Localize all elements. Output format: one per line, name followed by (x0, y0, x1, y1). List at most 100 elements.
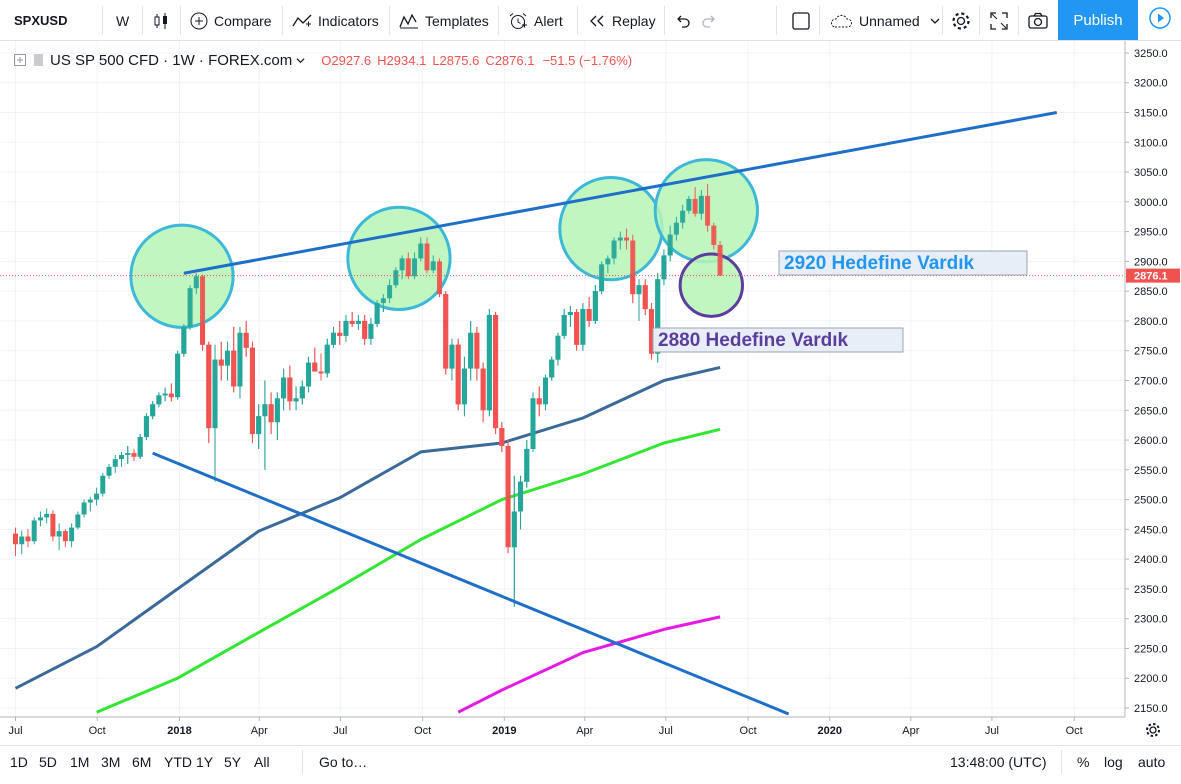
symbol-search[interactable]: SPXUSD (14, 0, 67, 41)
annotation-2880[interactable]: 2880 Hedefine Vardık (658, 330, 849, 351)
goto-button[interactable]: Go to… (319, 746, 367, 778)
range-button-6m[interactable]: 6M (132, 754, 152, 770)
time-axis-label: 2020 (818, 725, 842, 737)
candle-overlay (549, 359, 555, 378)
alert-button[interactable]: Alert (508, 0, 563, 41)
range-button-ytd[interactable]: YTD (164, 754, 192, 770)
redo-icon (701, 12, 719, 30)
candle (62, 531, 68, 542)
legend-title[interactable]: US SP 500 CFD · 1W · FOREX.com (50, 51, 293, 69)
legend-high: H2934.1 (377, 52, 427, 68)
range-button-3m[interactable]: 3M (101, 754, 121, 770)
candle-overlay (655, 279, 661, 354)
candle-overlay (436, 261, 442, 295)
price-axis-label: 3150.0 (1134, 108, 1168, 120)
indicators-button[interactable]: Indicators (292, 0, 379, 41)
range-button-1m[interactable]: 1M (70, 754, 90, 770)
candles-icon (152, 12, 170, 30)
price-axis-label: 2450.0 (1134, 524, 1168, 536)
candle-overlay (262, 404, 268, 417)
axis-settings-icon[interactable] (1149, 726, 1157, 734)
candle-overlay (362, 320, 368, 339)
interval-button[interactable]: W (116, 0, 129, 41)
compare-label: Compare (214, 12, 272, 29)
time-axis-label: Jul (333, 725, 347, 737)
range-button-all[interactable]: All (254, 754, 270, 770)
compare-button[interactable]: Compare (190, 0, 272, 41)
candle-overlay (200, 276, 206, 345)
range-button-1d[interactable]: 1D (10, 754, 28, 770)
range-buttons: 1D 5D 1M 3M 6M YTD 1Y 5Y All (10, 746, 284, 778)
percent-label: % (1077, 754, 1090, 770)
undo-button[interactable] (673, 0, 697, 41)
publish-button[interactable]: Publish (1058, 0, 1138, 40)
candle-overlay (698, 195, 704, 214)
candle-overlay (624, 237, 630, 241)
candle-overlay (617, 237, 623, 241)
candle-overlay (449, 344, 455, 369)
replay-button[interactable]: Replay (588, 0, 656, 41)
price-axis-label: 2600.0 (1134, 435, 1168, 447)
timezone-button[interactable]: 13:48:00 (UTC) (950, 746, 1046, 778)
candle (69, 527, 75, 542)
log-label: log (1104, 754, 1123, 770)
alert-label: Alert (534, 12, 563, 29)
last-price-label: 2876.1 (1134, 271, 1168, 283)
candle-overlay (387, 285, 393, 299)
price-axis-label: 2350.0 (1134, 584, 1168, 596)
moving-average-line (14, 365, 721, 690)
chart-svg[interactable]: 2150.0 2200.0 2250.0 2300.0 2350.0 2400.0 2450… (0, 41, 1181, 745)
chart-area[interactable]: 2150.0 2200.0 2250.0 2300.0 2350.0 2400.0 2450… (0, 41, 1181, 745)
toolbar-divider (302, 750, 303, 774)
layout-name-button[interactable]: Unnamed (829, 0, 946, 41)
legend-expand-icon[interactable] (14, 54, 26, 66)
fullscreen-layout-button[interactable] (791, 0, 817, 41)
candle-overlay (318, 371, 324, 374)
candle (112, 459, 118, 467)
symbol-label: SPXUSD (14, 13, 68, 28)
range-button-1y[interactable]: 1Y (196, 754, 214, 770)
candle-overlay (393, 270, 399, 286)
candle (118, 454, 124, 460)
snapshot-button[interactable] (1027, 0, 1055, 41)
trendline[interactable] (152, 451, 790, 716)
play-button[interactable] (1139, 0, 1181, 40)
templates-button[interactable]: Templates (399, 0, 489, 41)
candle-overlay (312, 362, 318, 372)
candle-overlay (542, 377, 548, 405)
auto-toggle[interactable]: auto (1138, 746, 1165, 778)
time-axis[interactable] (0, 717, 1125, 745)
candle-overlay (330, 332, 336, 345)
redo-button[interactable] (701, 0, 725, 41)
percent-toggle[interactable]: % (1077, 746, 1089, 778)
candle-overlay (642, 285, 648, 310)
fullscreen-button[interactable] (989, 0, 1015, 41)
candle (94, 493, 100, 500)
legend-chevron-icon[interactable] (296, 56, 305, 65)
axis-settings-gear[interactable] (1146, 723, 1160, 737)
price-axis[interactable] (1125, 41, 1181, 717)
candle-overlay (399, 258, 405, 271)
annotation-2920[interactable]: 2920 Hedefine Vardık (784, 253, 975, 274)
candle-overlay (181, 326, 187, 354)
range-button-5y[interactable]: 5Y (224, 754, 242, 770)
candle-overlay (274, 398, 280, 423)
candle (81, 502, 87, 515)
price-axis-label: 2650.0 (1134, 405, 1168, 417)
toolbar-divider (389, 6, 390, 35)
chart-type-button[interactable] (152, 0, 176, 41)
trendline[interactable] (183, 111, 1058, 275)
candle-overlay (412, 258, 418, 277)
range-button-5d[interactable]: 5D (39, 754, 57, 770)
candle-overlay (324, 344, 330, 374)
candle-overlay (680, 210, 686, 223)
candle-overlay (243, 332, 249, 348)
chart-legend: US SP 500 CFD · 1W · FOREX.com O2927.6 H… (14, 48, 632, 72)
legend-flag-icon (34, 54, 43, 66)
candle (31, 520, 37, 542)
log-toggle[interactable]: log (1104, 746, 1123, 778)
settings-button[interactable] (950, 0, 978, 41)
candle (13, 533, 18, 545)
highlight-circle (129, 223, 235, 329)
price-axis-label: 2400.0 (1134, 554, 1168, 566)
